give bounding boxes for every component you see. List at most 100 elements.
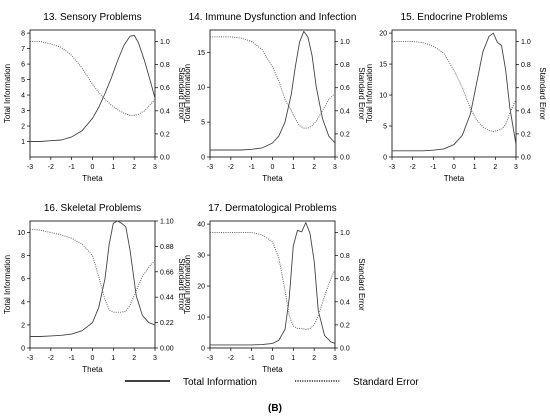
- y-left-tick-label: 0: [383, 155, 387, 162]
- chart-title: 15. Endocrine Problems: [401, 12, 508, 23]
- y-left-tick-label: 0: [21, 346, 25, 353]
- y-right-tick-label: 1.0: [521, 39, 531, 46]
- y-left-tick-label: 6: [21, 276, 25, 283]
- x-axis-label: Theta: [82, 174, 103, 183]
- total-information-line: [210, 222, 336, 346]
- legend-total-information-label: Total Information: [183, 377, 257, 388]
- y-right-tick-label: 0.4: [521, 108, 531, 115]
- y-right-tick-label: 1.0: [160, 39, 170, 46]
- x-axis-label: Theta: [262, 174, 283, 183]
- x-tick-label: 2: [132, 164, 136, 171]
- standard-error-line: [210, 232, 336, 330]
- chart-panel: 13. Sensory Problems -3 -2 -1 0 1 2 3 Theta 1 2 3 4 5…: [3, 12, 186, 183]
- y-left-tick-label: 15: [379, 62, 387, 69]
- chart-title: 16. Skeletal Problems: [44, 203, 141, 214]
- x-tick-label: -3: [207, 164, 213, 171]
- y-left-tick-label: 10: [197, 315, 205, 322]
- y-left-tick-label: 5: [21, 77, 25, 84]
- legend: Total Information Standard Error: [125, 377, 419, 388]
- y-left-tick-label: 8: [21, 253, 25, 260]
- y-right-tick-label: 0.4: [160, 108, 170, 115]
- total-information-line: [392, 32, 517, 152]
- chart-title: 13. Sensory Problems: [43, 12, 141, 23]
- y-left-tick-label: 10: [379, 93, 387, 100]
- x-tick-label: 0: [452, 164, 456, 171]
- x-tick-label: 0: [91, 355, 95, 362]
- standard-error-line: [210, 36, 336, 129]
- y-right-axis-label: Standard Error: [357, 67, 366, 120]
- x-tick-label: 3: [333, 355, 337, 362]
- total-information-line: [30, 220, 156, 337]
- plot-frame: [209, 29, 336, 158]
- y-right-tick-label: 0.0: [521, 155, 531, 162]
- x-tick-label: 3: [333, 164, 337, 171]
- chart-panel: 16. Skeletal Problems -3 -2 -1 0 1 2 3 Theta 0 2 4 6…: [3, 203, 186, 374]
- x-tick-label: 2: [493, 164, 497, 171]
- y-right-axis-label: Standard Error: [538, 67, 547, 120]
- x-tick-label: 2: [132, 355, 136, 362]
- y-right-tick-label: 0.00: [160, 346, 174, 353]
- y-left-tick-label: 2: [21, 124, 25, 131]
- x-tick-label: 1: [111, 164, 115, 171]
- standard-error-line: [30, 41, 156, 116]
- chart-panel: 14. Immune Dysfunction and Infection -3 -2…: [183, 12, 366, 183]
- x-axis-label: Theta: [444, 174, 465, 183]
- y-left-tick-label: 6: [21, 62, 25, 69]
- x-tick-label: 3: [153, 355, 157, 362]
- y-left-tick-label: 2: [21, 322, 25, 329]
- y-right-tick-label: 0.0: [160, 155, 170, 162]
- y-right-tick-label: 0.2: [340, 131, 350, 138]
- x-tick-label: 1: [111, 355, 115, 362]
- figure-label: (B): [268, 403, 282, 414]
- y-left-tick-label: 1: [21, 139, 25, 146]
- y-left-tick-label: 40: [197, 222, 205, 229]
- x-axis-label: Theta: [262, 365, 283, 374]
- y-left-axis-label: Total Information: [365, 64, 374, 123]
- y-left-tick-label: 20: [379, 31, 387, 38]
- x-tick-label: -2: [228, 355, 234, 362]
- standard-error-line: [29, 228, 156, 313]
- chart-title: 17. Dermatological Problems: [208, 203, 336, 214]
- y-left-tick-label: 20: [197, 284, 205, 291]
- y-right-tick-label: 0.8: [340, 62, 350, 69]
- y-right-tick-label: 0.2: [521, 131, 531, 138]
- y-right-tick-label: 0.6: [160, 85, 170, 92]
- y-right-tick-label: 0.2: [340, 322, 350, 329]
- x-tick-label: 1: [291, 355, 295, 362]
- y-right-tick-label: 0.44: [160, 295, 174, 302]
- x-tick-label: -1: [430, 164, 436, 171]
- y-right-tick-label: 0.0: [340, 346, 350, 353]
- legend-standard-error-label: Standard Error: [353, 377, 419, 388]
- y-left-axis-label: Total Information: [183, 64, 192, 123]
- y-left-tick-label: 3: [21, 108, 25, 115]
- x-tick-label: -3: [27, 355, 33, 362]
- x-tick-label: 3: [514, 164, 518, 171]
- x-tick-label: 1: [473, 164, 477, 171]
- y-right-tick-label: 0.6: [340, 85, 350, 92]
- x-tick-label: 0: [271, 164, 275, 171]
- x-tick-label: -3: [207, 355, 213, 362]
- x-tick-label: -3: [389, 164, 395, 171]
- y-right-tick-label: 0.0: [340, 155, 350, 162]
- x-tick-label: -1: [249, 355, 255, 362]
- plot-frame: [391, 29, 517, 158]
- chart-title: 14. Immune Dysfunction and Infection: [189, 12, 357, 23]
- y-left-tick-label: 4: [21, 299, 25, 306]
- plot-frame: [29, 29, 156, 158]
- y-right-tick-label: 0.88: [160, 244, 174, 251]
- x-tick-label: -2: [48, 355, 54, 362]
- y-right-tick-label: 0.8: [160, 62, 170, 69]
- chart-panel: 17. Dermatological Problems -3 -2 -1 0 1 2 3 The…: [183, 203, 366, 374]
- x-tick-label: 0: [91, 164, 95, 171]
- chart-panel: 15. Endocrine Problems -3 -2 -1 0 1 2 3 Theta 0 5 1…: [365, 12, 547, 183]
- x-tick-label: -3: [27, 164, 33, 171]
- y-right-tick-label: 0.8: [521, 62, 531, 69]
- y-left-tick-label: 8: [21, 31, 25, 38]
- y-right-tick-label: 0.4: [340, 108, 350, 115]
- y-left-tick-label: 7: [21, 46, 25, 53]
- x-axis-label: Theta: [82, 365, 103, 374]
- plot-frame: [29, 220, 156, 349]
- x-tick-label: 2: [312, 355, 316, 362]
- y-left-tick-label: 10: [197, 85, 205, 92]
- y-left-tick-label: 0: [201, 346, 205, 353]
